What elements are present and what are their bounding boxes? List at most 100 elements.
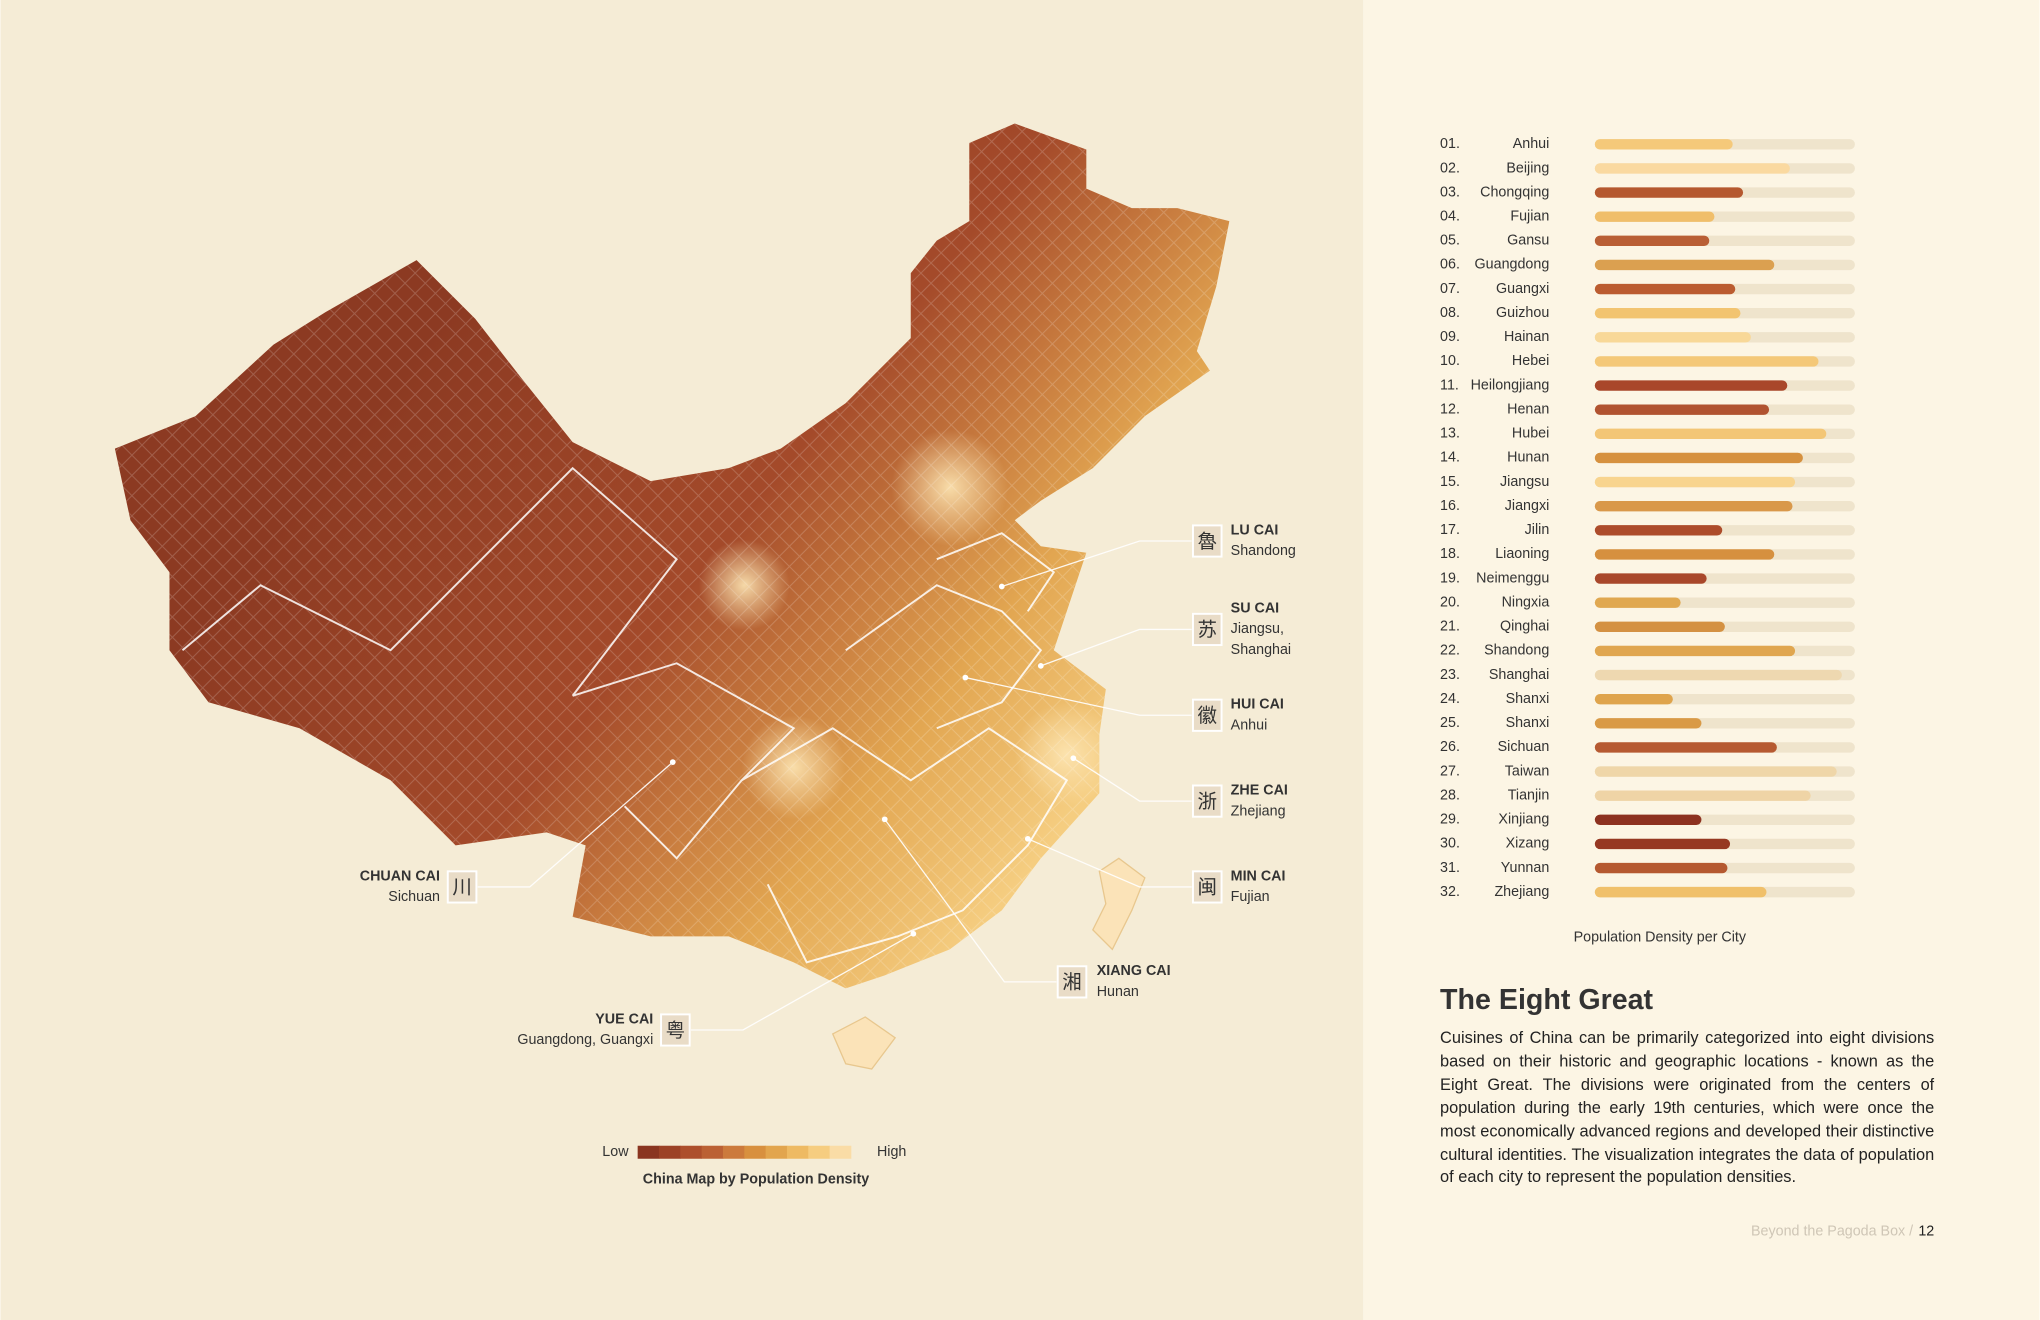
cuisine-char: 徽 [1198,704,1218,727]
row-label: Liaoning [1495,546,1549,562]
row-label: Tianjin [1508,787,1550,803]
bar [1594,766,1837,777]
row-index: 24. [1440,691,1460,707]
row-label: Anhui [1513,136,1550,152]
bar [1594,163,1790,174]
footer-source: Beyond the Pagoda Box / [1751,1223,1913,1239]
bar [1594,380,1788,391]
row-label: Sichuan [1498,739,1550,755]
row-label: Qinghai [1500,619,1549,635]
bar [1594,838,1731,850]
bar [1594,718,1702,729]
cuisine-region: Fujian [1231,889,1270,905]
leader-dot [1070,755,1077,762]
row-index: 17. [1440,522,1460,538]
row-label: Ningxia [1502,594,1550,610]
row-label: Beijing [1506,160,1549,176]
leader-dot [998,583,1005,590]
row-index: 32. [1440,884,1460,900]
leader-line [1040,628,1192,667]
row-index: 13. [1440,426,1460,442]
row-index: 25. [1440,715,1460,731]
bar [1594,211,1715,222]
row-label: Hunan [1507,450,1549,466]
row-index: 04. [1440,209,1460,225]
bar [1594,283,1736,295]
leader-line [884,818,1057,983]
row-index: 28. [1440,787,1460,803]
cuisine-icon [1191,870,1223,904]
row-index: 27. [1440,763,1460,779]
cuisine-name: MIN CAI [1231,868,1286,884]
legend-swatch [765,1145,788,1159]
legend-swatch [786,1145,809,1159]
bar [1594,332,1751,343]
cuisine-region: Hunan [1097,984,1139,1000]
row-index: 22. [1440,643,1460,659]
row-index: 20. [1440,594,1460,610]
legend-swatch [808,1145,830,1159]
cuisine-icon [446,870,478,904]
cuisine-icon [1191,524,1223,558]
bar [1594,139,1733,150]
row-index: 11. [1440,377,1459,393]
legend-low: Low [602,1144,629,1160]
map-title: China Map by Population Density [643,1171,869,1187]
cuisine-name: SU CAI [1231,600,1279,616]
cuisine-region: Shandong [1231,543,1296,559]
bar [1594,452,1803,464]
row-label: Chongqing [1480,184,1549,200]
bar [1594,525,1723,536]
row-label: Jilin [1525,522,1550,538]
row-label: Taiwan [1505,763,1550,779]
cuisine-icon [1056,965,1088,999]
cuisine-region: Zhejiang [1231,803,1286,819]
row-label: Shanxi [1506,715,1550,731]
leader-dot [881,816,888,823]
leader-dot [962,674,969,681]
row-label: Henan [1507,401,1549,417]
article-body: Cuisines of China can be primarily categ… [1440,1028,1935,1187]
island-hainan [831,1016,897,1070]
row-label: Fujian [1510,209,1549,225]
region-borders [181,466,1069,964]
bar [1594,549,1775,560]
leader-dot [1024,835,1031,842]
bar [1594,356,1819,367]
row-label: Shanxi [1506,691,1550,707]
article-body-box: Cuisines of China can be primarily categ… [1440,1028,1935,1187]
article-title: The Eight Great [1440,984,1653,1016]
bar [1594,404,1770,415]
map-legend: Low High [602,1144,906,1160]
legend-high: High [877,1144,906,1160]
row-label: Xinjiang [1498,812,1549,828]
row-label: Guizhou [1496,305,1549,321]
cuisine-region: Shanghai [1231,642,1291,658]
bar [1594,573,1707,584]
row-label: Hebei [1512,353,1549,369]
cuisine-char: 湘 [1062,971,1082,994]
row-index: 31. [1440,860,1460,876]
cuisine-name: LU CAI [1231,522,1279,538]
row-label: Jiangxi [1505,498,1550,514]
cuisine-name: YUE CAI [595,1011,653,1027]
cuisine-icon [1191,784,1223,818]
cuisine-icon [1191,612,1223,647]
bar [1594,693,1673,705]
leader-line [477,761,674,888]
cuisine-region: Jiangsu, [1231,621,1284,637]
row-index: 29. [1440,812,1460,828]
cuisine-name: HUI CAI [1231,697,1284,713]
row-index: 26. [1440,739,1460,755]
bar [1594,259,1775,271]
row-index: 12. [1440,401,1460,417]
cuisine-char: 浙 [1198,790,1218,813]
row-index: 06. [1440,257,1460,273]
leader-line [690,933,914,1031]
row-index: 14. [1440,450,1460,466]
row-index: 08. [1440,305,1460,321]
legend-swatch [637,1145,660,1159]
cuisine-char: 粤 [666,1019,686,1042]
